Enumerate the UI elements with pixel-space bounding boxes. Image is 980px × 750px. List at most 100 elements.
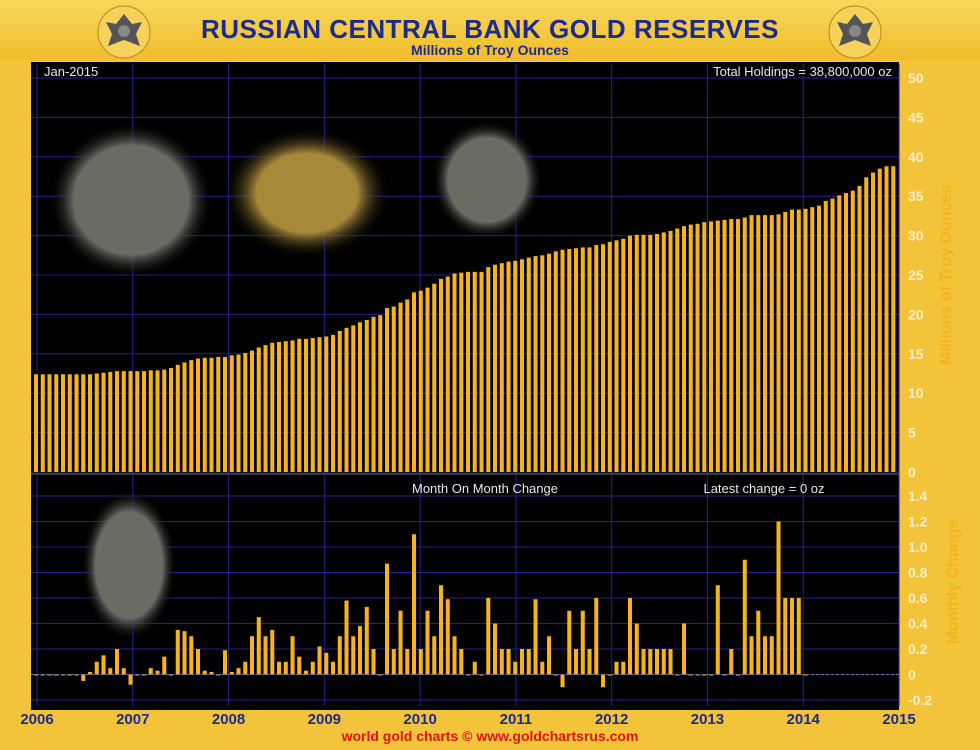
holdings-bar: [675, 228, 680, 472]
x-tick-label: 2011: [500, 711, 533, 728]
holdings-bar: [601, 244, 606, 472]
holdings-bar: [560, 249, 565, 472]
change-bar: [763, 636, 768, 675]
change-bar: [776, 521, 781, 675]
change-bar: [209, 671, 214, 675]
y-axis-label-change: Monthly Change: [945, 520, 962, 645]
holdings-bar: [844, 193, 849, 473]
holdings-bar: [331, 334, 336, 472]
change-bar: [47, 674, 52, 676]
holdings-bar: [108, 371, 113, 472]
x-tick-label: 2013: [691, 711, 724, 728]
holdings-bar: [682, 226, 687, 472]
holdings-bar: [452, 273, 457, 472]
holdings-bar: [256, 347, 261, 472]
change-bar: [432, 636, 437, 675]
change-bar: [297, 656, 302, 675]
holdings-bar: [540, 255, 545, 472]
holdings-bar: [877, 168, 882, 472]
change-bar: [607, 674, 612, 676]
change-bar: [472, 661, 477, 675]
change-bar: [304, 670, 309, 675]
holdings-bar: [250, 350, 255, 472]
change-bar: [412, 534, 417, 675]
holdings-bar: [520, 259, 525, 472]
holdings-bar: [317, 337, 322, 472]
holdings-bar: [499, 263, 504, 472]
change-bar: [317, 646, 322, 675]
holdings-bar: [607, 241, 612, 472]
holdings-bar: [67, 374, 72, 472]
holdings-bar: [297, 338, 302, 472]
holdings-bar: [169, 367, 174, 472]
change-bar: [337, 636, 342, 675]
holdings-bar: [574, 248, 579, 472]
holdings-bar: [479, 271, 484, 472]
change-bar: [459, 649, 464, 675]
y-tick-label-change: 0.2: [908, 641, 928, 657]
holdings-bar: [769, 215, 774, 473]
change-bar: [742, 559, 747, 675]
change-bar: [682, 623, 687, 675]
change-bar: [142, 674, 147, 676]
holdings-bar: [533, 256, 538, 472]
x-tick-label: 2012: [595, 711, 628, 728]
holdings-bar: [864, 177, 869, 473]
holdings-bar: [850, 190, 855, 472]
change-bar: [196, 649, 201, 675]
change-bar: [94, 661, 99, 675]
holdings-bar: [189, 360, 194, 472]
holdings-bar: [243, 353, 248, 472]
change-bar: [101, 655, 106, 675]
holdings-bar: [263, 345, 268, 472]
y-tick-label-change: 0.4: [908, 616, 928, 632]
photo-medvedev-coin: [431, 120, 543, 240]
holdings-bar: [884, 166, 889, 472]
change-bar: [641, 649, 646, 675]
change-bar: [499, 649, 504, 675]
change-bar: [270, 629, 275, 675]
change-bar: [729, 649, 734, 675]
change-bar: [506, 649, 511, 675]
holdings-bar: [722, 219, 727, 472]
change-bar: [803, 674, 808, 676]
change-bar: [283, 661, 288, 675]
change-bar: [182, 631, 187, 675]
holdings-bar: [175, 364, 180, 472]
holdings-bar: [432, 283, 437, 472]
x-tick-label: 2007: [116, 711, 149, 728]
x-tick-label: 2006: [20, 711, 53, 728]
holdings-bar: [229, 355, 234, 472]
holdings-bar: [358, 322, 363, 472]
change-bar: [391, 649, 396, 675]
change-bar: [574, 649, 579, 675]
holdings-bar: [871, 172, 876, 472]
y-tick-label-change: 1.4: [908, 488, 928, 504]
holdings-bar: [304, 338, 309, 472]
holdings-bar: [101, 372, 106, 472]
change-bar: [796, 598, 801, 675]
holdings-bar: [837, 195, 842, 472]
change-bar: [378, 674, 383, 676]
holdings-bar: [385, 308, 390, 472]
holdings-bar: [736, 219, 741, 472]
holdings-bar: [688, 224, 693, 472]
change-bar: [128, 674, 133, 685]
change-bar: [263, 636, 268, 675]
holdings-bar: [776, 214, 781, 472]
x-tick-label: 2014: [787, 711, 821, 728]
holdings-bar: [324, 336, 329, 472]
change-bar: [439, 585, 444, 675]
holdings-bar: [628, 235, 633, 472]
holdings-bar: [47, 374, 52, 472]
change-bar: [175, 629, 180, 675]
change-bar: [310, 661, 315, 675]
holdings-bar: [614, 240, 619, 472]
y-tick-label-change: -0.2: [908, 692, 932, 708]
holdings-bar: [823, 200, 828, 472]
change-bar: [614, 661, 619, 675]
change-bar: [236, 668, 241, 675]
holdings-bar: [40, 374, 45, 472]
change-bar: [702, 674, 707, 676]
holdings-bar: [702, 222, 707, 472]
